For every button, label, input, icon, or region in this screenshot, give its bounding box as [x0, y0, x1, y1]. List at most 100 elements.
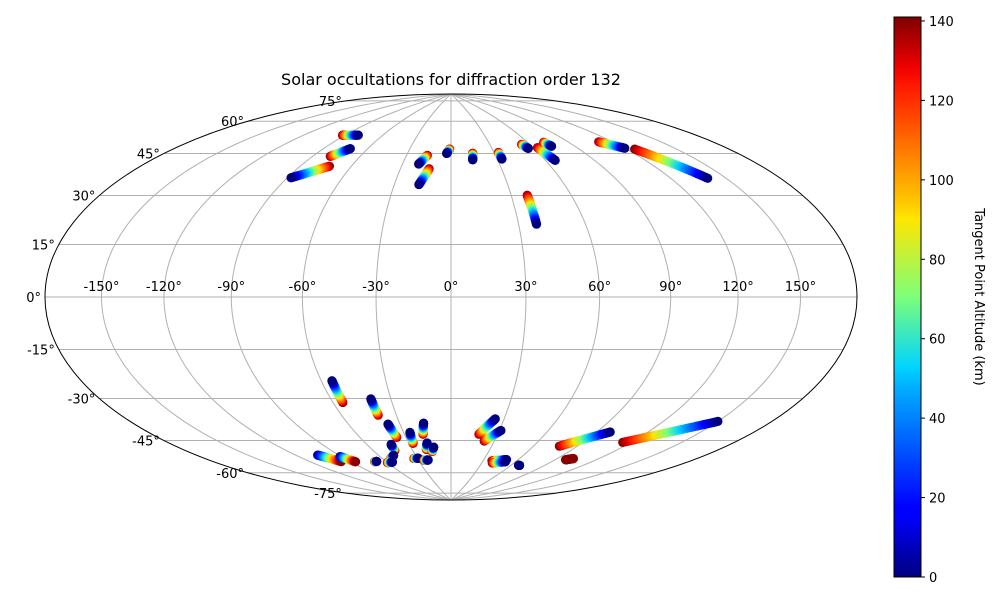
- longitude-tick-label: 60°: [588, 280, 611, 295]
- occultation-track: [479, 425, 506, 446]
- colorbar-tick-label: 120: [929, 94, 954, 109]
- track-point: [387, 457, 398, 467]
- occultation-track: [517, 139, 533, 154]
- track-point: [418, 418, 429, 428]
- occultation-track: [418, 418, 429, 439]
- track-point: [372, 456, 382, 467]
- track-point: [496, 425, 506, 436]
- occultation-track: [618, 416, 723, 447]
- track-point: [345, 144, 355, 154]
- track-point: [546, 141, 557, 151]
- occultation-track: [427, 442, 439, 457]
- occultation-track: [554, 427, 615, 451]
- longitude-tick-label: 120°: [722, 280, 753, 295]
- latitude-tick-label: -30°: [68, 393, 96, 408]
- latitude-tick-label: 75°: [319, 95, 342, 110]
- latitude-tick-label: -15°: [27, 344, 55, 359]
- track-point: [468, 155, 478, 165]
- occultation-track: [335, 451, 361, 467]
- occultation-track: [337, 130, 363, 140]
- longitude-tick-label: -90°: [217, 280, 245, 295]
- occultation-track: [514, 460, 525, 470]
- track-point: [286, 173, 296, 183]
- colorbar-tick-label: 20: [929, 492, 946, 507]
- track-point: [497, 154, 507, 164]
- longitude-tick-label: -30°: [362, 280, 390, 295]
- occultation-track: [442, 144, 455, 159]
- occultation-track: [493, 147, 507, 164]
- longitude-tick-label: 0°: [444, 280, 459, 295]
- track-point: [353, 130, 363, 140]
- longitude-tick-label: 30°: [514, 280, 537, 295]
- occultation-track: [630, 144, 713, 183]
- track-point: [713, 416, 723, 426]
- chart-title: Solar occultations for diffraction order…: [281, 70, 621, 89]
- occultation-track: [419, 455, 433, 465]
- longitude-tick-label: 150°: [785, 280, 816, 295]
- occultation-track: [383, 419, 402, 442]
- track-point: [703, 173, 713, 183]
- latitude-tick-label: 60°: [221, 115, 244, 130]
- track-point: [605, 427, 615, 437]
- occultation-track: [405, 427, 418, 448]
- longitude-tick-labels: -150° -120° -90° -60° -30° 0° 30° 60° 90° 120° 150…: [83, 280, 816, 295]
- longitude-tick-label: -150°: [83, 280, 119, 295]
- track-point: [523, 143, 533, 154]
- track-point: [350, 457, 361, 467]
- track-point: [383, 419, 393, 429]
- occultation-track: [370, 456, 382, 467]
- occultation-track: [560, 453, 579, 465]
- track-point: [327, 376, 337, 386]
- colorbar-tick-label: 80: [929, 253, 946, 268]
- occultation-track: [286, 161, 334, 183]
- track-point: [423, 455, 433, 465]
- colorbar-ticks: 0 20 40 60 80 100 120 140: [921, 15, 954, 586]
- latitude-tick-label: 45°: [137, 147, 160, 162]
- longitude-tick-label: 90°: [659, 280, 682, 295]
- occultation-track: [327, 376, 348, 408]
- occultation-track: [414, 150, 432, 169]
- occultation-track: [539, 137, 557, 151]
- occultation-track: [366, 394, 383, 420]
- colorbar-tick-label: 0: [929, 571, 937, 586]
- occultation-track: [325, 144, 355, 161]
- occultation-tracks: [286, 130, 723, 470]
- track-point: [514, 460, 525, 470]
- colorbar-tick-label: 60: [929, 333, 946, 348]
- track-point: [550, 155, 560, 165]
- longitude-tick-label: -60°: [289, 280, 317, 295]
- occultation-track: [474, 414, 500, 439]
- track-point: [429, 442, 439, 452]
- occultation-track: [414, 164, 434, 190]
- track-point: [442, 148, 452, 159]
- occultation-track: [532, 143, 560, 165]
- latitude-tick-labels: -75° -60° -45° -30° -15° 0° 15° 30° 45° 60° 75°: [26, 95, 342, 502]
- colorbar-label: Tangent Point Altitude (km): [971, 207, 986, 385]
- latitude-tick-label: 0°: [26, 291, 41, 306]
- track-point: [422, 438, 432, 448]
- longitude-tick-label: -120°: [146, 280, 182, 295]
- occultation-track: [522, 190, 542, 229]
- occultation-track: [487, 457, 511, 468]
- map-boundary: [44, 93, 858, 501]
- track-point: [490, 414, 500, 424]
- colorbar-tick-label: 40: [929, 412, 946, 427]
- occultation-track: [468, 148, 478, 165]
- track-point: [500, 457, 511, 467]
- colorbar-tick-label: 140: [929, 15, 954, 30]
- colorbar: [893, 16, 922, 578]
- occultation-track: [382, 457, 398, 468]
- colorbar-tick-label: 100: [929, 174, 954, 189]
- track-point: [386, 439, 396, 449]
- latitude-tick-label: -45°: [132, 435, 160, 450]
- track-point: [531, 219, 542, 229]
- latitude-tick-label: -75°: [314, 487, 342, 502]
- track-point: [568, 453, 579, 464]
- latitude-tick-label: 30°: [72, 190, 95, 205]
- latitude-tick-label: 15°: [32, 238, 55, 253]
- track-point: [366, 394, 376, 404]
- track-point: [620, 143, 630, 153]
- track-point: [414, 179, 424, 190]
- track-point: [405, 427, 415, 437]
